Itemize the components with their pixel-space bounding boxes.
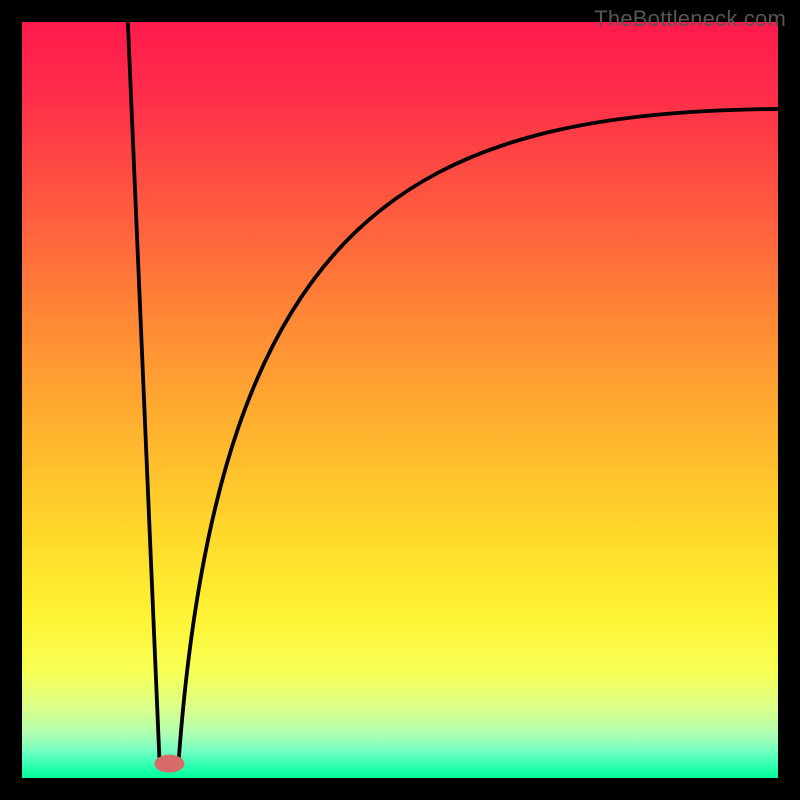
- watermark-text: TheBottleneck.com: [594, 6, 786, 32]
- chart-svg: [0, 0, 800, 800]
- minimum-pill-marker: [154, 755, 184, 773]
- bottleneck-chart: TheBottleneck.com: [0, 0, 800, 800]
- plot-area: [22, 22, 778, 778]
